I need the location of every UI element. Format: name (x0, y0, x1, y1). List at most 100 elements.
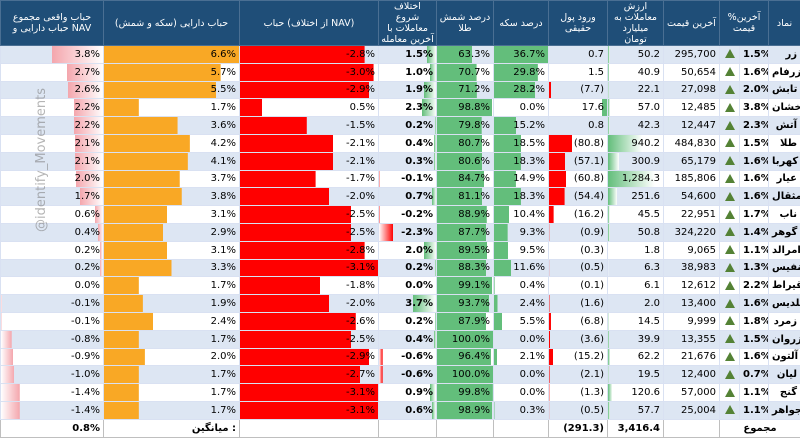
header-open-diff[interactable]: اختلاف شروع معاملات با آخرین معامله (379, 1, 437, 46)
bubble-nav-cell: -2.1% (240, 152, 379, 170)
gold-pct-cell: 81.1% (437, 188, 494, 206)
last-price-cell: 9,999 (664, 312, 720, 330)
open-diff-cell: 0.4% (379, 134, 437, 152)
last-price-cell: 13,355 (664, 330, 720, 348)
open-diff-cell: 1.0% (379, 63, 437, 81)
change-cell: 1.6% (740, 348, 769, 366)
real-bubble-cell: 0.4% (1, 223, 104, 241)
asset-bubble-cell: 3.6% (104, 117, 240, 135)
up-arrow-icon (725, 138, 735, 147)
gold-pct-cell: 70.7% (437, 63, 494, 81)
change-cell: 3.8% (740, 99, 769, 117)
symbol-cell: مثقال (769, 188, 800, 206)
open-diff-cell: -2.3% (379, 223, 437, 241)
value-cell: 62.2 (608, 348, 664, 366)
up-arrow-cell (720, 312, 740, 330)
money-flow-cell: (1.3) (549, 384, 608, 402)
money-flow-cell: 17.6 (549, 99, 608, 117)
header-asset-bubble[interactable]: حباب دارایی (سکه و شمش) (104, 1, 240, 46)
up-arrow-cell (720, 170, 740, 188)
gold-pct-cell: 87.9% (437, 312, 494, 330)
real-bubble-cell: 2.1% (1, 134, 104, 152)
asset-bubble-cell: 3.3% (104, 259, 240, 277)
real-bubble-cell: 2.7% (1, 63, 104, 81)
bubble-nav-cell: -2.9% (240, 81, 379, 99)
asset-bubble-cell: 4.2% (104, 134, 240, 152)
symbol-cell: قیراط (769, 277, 800, 295)
up-arrow-cell (720, 330, 740, 348)
coin-pct-cell: 15.2% (494, 117, 549, 135)
asset-bubble-cell: 1.7% (104, 99, 240, 117)
value-cell: 50.2 (608, 46, 664, 64)
open-diff-cell: 0.9% (379, 384, 437, 402)
coin-pct-cell: 0.0% (494, 99, 549, 117)
bubble-nav-cell: -2.8% (240, 46, 379, 64)
header-money-flow[interactable]: ورود پول حقیقی (549, 1, 608, 46)
gold-pct-cell: 99.1% (437, 277, 494, 295)
header-real-bubble[interactable]: حباب واقعی مجموع حباب دارایی و NAV (1, 1, 104, 46)
coin-pct-cell: 36.7% (494, 46, 549, 64)
bubble-nav-cell: -2.6% (240, 312, 379, 330)
up-arrow-icon (725, 263, 735, 272)
asset-bubble-cell: 2.9% (104, 223, 240, 241)
gold-pct-cell: 84.7% (437, 170, 494, 188)
last-price-cell: 13,400 (664, 295, 720, 313)
up-arrow-icon (725, 103, 735, 112)
money-flow-cell: (0.9) (549, 223, 608, 241)
table-row[interactable]: 2.0%3.7%-1.7%-0.1%84.7%14.9%(60.8)1,284.… (1, 170, 800, 188)
footer-average-label: میانگین : (104, 419, 240, 437)
up-arrow-cell (720, 152, 740, 170)
money-flow-cell: (1.6) (549, 295, 608, 313)
last-price-cell: 12,485 (664, 99, 720, 117)
header-gold-pct[interactable]: درصد شمش طلا (437, 1, 494, 46)
bubble-nav-cell: -2.7% (240, 366, 379, 384)
up-arrow-icon (725, 210, 735, 219)
gold-pct-cell: 100.0% (437, 330, 494, 348)
change-cell: 1.1% (740, 241, 769, 259)
up-arrow-icon (725, 334, 735, 343)
symbol-cell: طلا (769, 134, 800, 152)
header-change[interactable]: %آخرین قیمت (720, 1, 769, 46)
money-flow-cell: 0.7 (549, 46, 608, 64)
open-diff-cell: 0.4% (379, 330, 437, 348)
header-coin-pct[interactable]: درصد سکه (494, 1, 549, 46)
gold-pct-cell: 99.8% (437, 384, 494, 402)
change-cell: 1.8% (740, 312, 769, 330)
value-cell: 45.5 (608, 206, 664, 224)
header-last-price[interactable]: آخرین قیمت (664, 1, 720, 46)
last-price-cell: 12,400 (664, 366, 720, 384)
coin-pct-cell: 0.0% (494, 330, 549, 348)
header-symbol[interactable]: نماد (769, 1, 800, 46)
up-arrow-icon (725, 192, 735, 201)
real-bubble-cell: 0.0% (1, 277, 104, 295)
money-flow-cell: (7.7) (549, 81, 608, 99)
money-flow-cell: 0.8 (549, 117, 608, 135)
gold-pct-cell: 88.9% (437, 206, 494, 224)
last-price-cell: 21,676 (664, 348, 720, 366)
coin-pct-cell: 18.3% (494, 188, 549, 206)
header-value[interactable]: ارزش معاملات به میلیارد تومان (608, 1, 664, 46)
real-bubble-cell: -1.4% (1, 401, 104, 419)
header-bubble-nav[interactable]: حباب (از اختلاف NAV) (240, 1, 379, 46)
bubble-nav-cell: -3.1% (240, 401, 379, 419)
